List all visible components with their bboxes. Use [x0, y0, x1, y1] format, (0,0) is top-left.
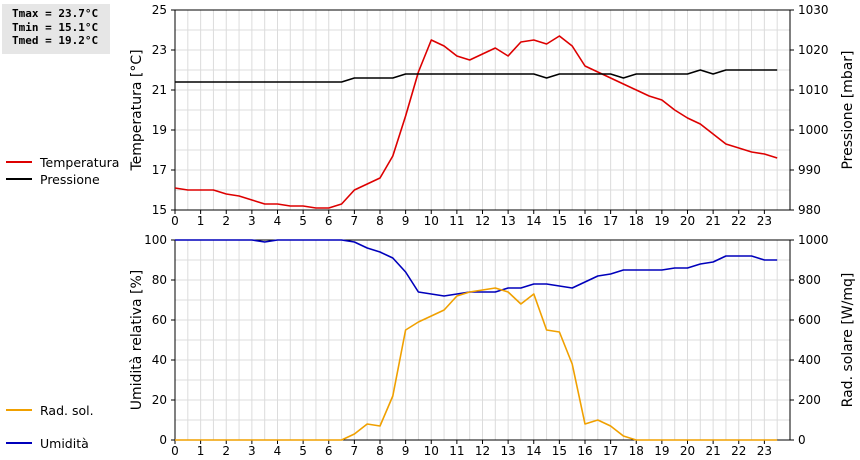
series-line-temperatura	[174, 35, 778, 209]
right-y-tick-label: 200	[798, 393, 821, 407]
x-tick-label: 12	[475, 214, 490, 228]
right-y-tick-label: 980	[798, 203, 821, 217]
stats-box: Tmax = 23.7°C Tmin = 15.1°C Tmed = 19.2°…	[2, 4, 110, 54]
right-axis-label: Rad. solare [W/mq]	[840, 273, 856, 408]
series-line-pressione	[175, 69, 778, 83]
x-tick-label: 10	[424, 214, 439, 228]
x-tick-label: 22	[731, 444, 746, 458]
x-tick-label: 21	[705, 214, 720, 228]
legend-humidity-label: Umidità	[40, 435, 89, 451]
right-axis-label: Pressione [mbar]	[840, 50, 856, 169]
x-tick-label: 2	[222, 444, 230, 458]
x-tick-label: 18	[629, 214, 644, 228]
x-tick-label: 15	[552, 214, 567, 228]
x-tick-label: 2	[222, 214, 230, 228]
legend-solar-swatch	[6, 409, 32, 411]
left-axis-label: Temperatura [°C]	[129, 49, 145, 171]
series-line-umidit	[175, 239, 778, 297]
x-tick-label: 17	[603, 214, 618, 228]
x-tick-label: 6	[325, 444, 333, 458]
x-tick-label: 20	[680, 214, 695, 228]
x-tick-label: 1	[197, 214, 205, 228]
legend-pressure: Pressione	[6, 171, 100, 187]
left-y-tick-label: 80	[152, 273, 167, 287]
x-tick-label: 23	[757, 214, 772, 228]
legend-pressure-label: Pressione	[40, 171, 100, 187]
x-tick-label: 20	[680, 444, 695, 458]
right-y-tick-label: 1030	[798, 3, 829, 17]
left-y-tick-label: 15	[152, 203, 167, 217]
right-y-tick-label: 800	[798, 273, 821, 287]
legend-humidity: Umidità	[6, 435, 89, 451]
x-tick-label: 16	[577, 444, 592, 458]
stat-tmed: Tmed = 19.2°C	[12, 34, 99, 47]
right-y-tick-label: 1020	[798, 43, 829, 57]
right-y-tick-label: 1010	[798, 83, 829, 97]
left-y-tick-label: 20	[152, 393, 167, 407]
right-y-tick-label: 0	[798, 433, 806, 447]
x-tick-label: 14	[526, 214, 541, 228]
x-tick-label: 9	[402, 214, 410, 228]
right-y-tick-label: 400	[798, 353, 821, 367]
x-tick-label: 10	[424, 444, 439, 458]
left-y-tick-label: 23	[152, 43, 167, 57]
x-tick-label: 15	[552, 444, 567, 458]
x-tick-label: 0	[171, 444, 179, 458]
x-tick-label: 13	[500, 214, 515, 228]
stat-tmin: Tmin = 15.1°C	[12, 20, 99, 34]
stat-tmax: Tmax = 23.7°C	[12, 7, 99, 20]
left-y-tick-label: 0	[159, 433, 167, 447]
x-tick-label: 17	[603, 444, 618, 458]
left-axis-label: Umidità relativa [%]	[129, 270, 145, 411]
x-tick-label: 5	[299, 444, 307, 458]
x-tick-label: 23	[757, 444, 772, 458]
left-y-tick-label: 19	[152, 123, 167, 137]
right-y-tick-label: 600	[798, 313, 821, 327]
legend-humidity-swatch	[6, 442, 32, 444]
x-tick-label: 13	[500, 444, 515, 458]
x-tick-label: 0	[171, 214, 179, 228]
left-y-tick-label: 100	[144, 233, 167, 247]
legend-temperature-swatch	[6, 161, 32, 163]
x-tick-label: 3	[248, 444, 256, 458]
left-y-tick-label: 21	[152, 83, 167, 97]
left-y-tick-label: 40	[152, 353, 167, 367]
x-tick-label: 22	[731, 214, 746, 228]
x-tick-label: 8	[376, 214, 384, 228]
legend-solar-label: Rad. sol.	[40, 402, 94, 418]
x-tick-label: 7	[351, 214, 359, 228]
x-tick-label: 19	[654, 444, 669, 458]
chart-1: 0 1 2 3 4 5 6 7 8 9 10 11 12 13 14 15 16 17 18 19 20 21 22 2315…	[129, 3, 856, 228]
x-tick-label: 4	[274, 214, 282, 228]
x-tick-label: 1	[197, 444, 205, 458]
right-y-tick-label: 1000	[798, 123, 829, 137]
x-tick-label: 11	[449, 214, 464, 228]
chart-2: 0 1 2 3 4 5 6 7 8 9 10 11 12 13 14 15 16 17 18 19 20 21 22 2302…	[129, 233, 856, 458]
x-tick-label: 5	[299, 214, 307, 228]
x-tick-label: 16	[577, 214, 592, 228]
right-y-tick-label: 1000	[798, 233, 829, 247]
x-tick-label: 14	[526, 444, 541, 458]
x-tick-label: 19	[654, 214, 669, 228]
legend-temperature-label: Temperatura	[40, 154, 120, 170]
x-tick-label: 18	[629, 444, 644, 458]
legend-temperature: Temperatura	[6, 154, 120, 170]
legend-pressure-swatch	[6, 178, 32, 180]
x-tick-label: 3	[248, 214, 256, 228]
x-tick-label: 8	[376, 444, 384, 458]
x-tick-label: 11	[449, 444, 464, 458]
x-tick-label: 6	[325, 214, 333, 228]
left-y-tick-label: 60	[152, 313, 167, 327]
left-y-tick-label: 17	[152, 163, 167, 177]
right-y-tick-label: 990	[798, 163, 821, 177]
series-line-rad-sol	[175, 287, 778, 441]
x-tick-label: 4	[274, 444, 282, 458]
x-tick-label: 12	[475, 444, 490, 458]
x-tick-label: 21	[705, 444, 720, 458]
x-tick-label: 9	[402, 444, 410, 458]
x-tick-label: 7	[351, 444, 359, 458]
left-y-tick-label: 25	[152, 3, 167, 17]
legend-solar: Rad. sol.	[6, 402, 94, 418]
